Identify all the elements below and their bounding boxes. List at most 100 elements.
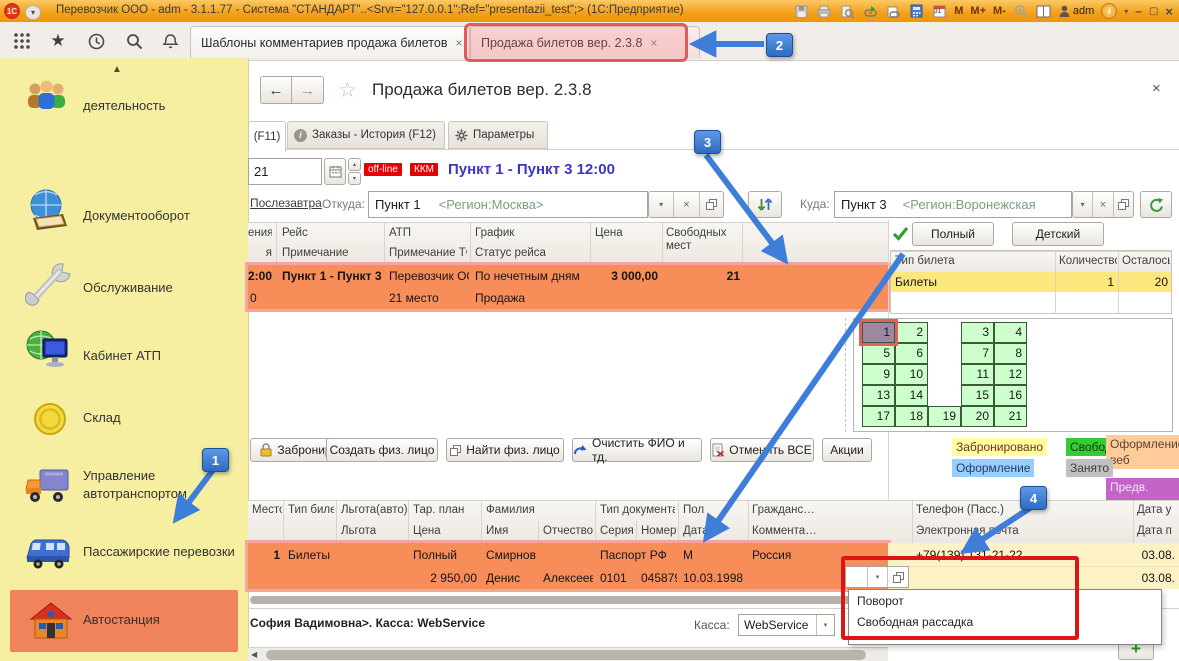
seat-21[interactable]: 21 — [994, 406, 1027, 427]
open-item-icon[interactable] — [1112, 192, 1133, 217]
date-stepper[interactable]: ▴ ▾ — [348, 158, 361, 185]
sidebar-item-bus-station[interactable]: Автостанция — [10, 590, 238, 652]
col-atp[interactable]: АТП — [389, 227, 412, 239]
print-preview-icon[interactable] — [839, 3, 855, 19]
full-ticket-button[interactable]: Полный — [912, 222, 994, 246]
col-free-seats2[interactable]: мест — [666, 240, 692, 252]
apps-menu-icon[interactable] — [10, 30, 34, 52]
seat-13[interactable]: 13 — [862, 385, 895, 406]
col-quantity[interactable]: Количество — [1059, 255, 1117, 267]
col-tariff[interactable]: Тар. план — [413, 504, 465, 516]
seat-2[interactable]: 2 — [895, 322, 928, 343]
open-item-icon[interactable] — [698, 192, 723, 217]
seat-8[interactable]: 8 — [994, 343, 1027, 364]
passenger-row-selected[interactable] — [245, 540, 891, 592]
dropdown-item-free-seating[interactable]: Свободная рассадка — [857, 615, 974, 629]
clear-icon[interactable]: × — [1092, 192, 1112, 217]
refresh-button[interactable] — [1140, 191, 1172, 218]
collapse-panel-icon[interactable]: ▲ — [112, 64, 122, 75]
col-doc-type[interactable]: Тип документа — [600, 504, 675, 516]
col-name[interactable]: Имя — [486, 525, 509, 537]
dropdown-item-rotate[interactable]: Поворот — [857, 594, 904, 608]
window-menu-button[interactable]: ▾ — [25, 5, 41, 20]
tab-orders-history[interactable]: i Заказы - История (F12) — [287, 121, 445, 149]
col-comment[interactable]: Коммента… — [752, 525, 817, 537]
col-note[interactable]: Примечание — [282, 247, 349, 259]
seat-7[interactable]: 7 — [961, 343, 994, 364]
seat-17[interactable]: 17 — [862, 406, 895, 427]
tab-comment-templates[interactable]: Шаблоны комментариев продажа билетов × — [190, 26, 470, 58]
seat-18[interactable]: 18 — [895, 406, 928, 427]
print-icon[interactable] — [816, 3, 832, 19]
sidebar-item-passenger-transport[interactable]: Пассажирские перевозки — [0, 530, 248, 584]
split-window-icon[interactable] — [1036, 3, 1052, 19]
col-price[interactable]: Цена — [595, 227, 623, 239]
col-ticket-type[interactable]: Тип билета — [288, 504, 334, 516]
col-doc-series[interactable]: Серия — [600, 525, 634, 537]
day-after-tomorrow-link[interactable]: Послезавтра — [250, 196, 322, 210]
calculator-icon[interactable] — [908, 3, 924, 19]
splitter-handle[interactable] — [250, 596, 878, 604]
col-trip[interactable]: Рейс — [282, 227, 308, 239]
col-trip-status[interactable]: Статус рейса — [475, 247, 546, 259]
col-doc-number[interactable]: Номер — [641, 525, 676, 537]
maximize-icon[interactable]: ▢ — [1148, 5, 1159, 17]
notifications-bell-icon[interactable] — [158, 30, 182, 52]
clear-fio-button[interactable]: Очистить ФИО и тд. — [572, 436, 702, 464]
step-down-icon[interactable]: ▾ — [348, 172, 361, 185]
cancel-all-button[interactable]: Отменить ВСЕ — [710, 438, 814, 462]
col-price[interactable]: Цена — [413, 525, 441, 537]
col-surname[interactable]: Фамилия — [486, 504, 535, 516]
seat-11[interactable]: 11 — [961, 364, 994, 385]
zoom-icon[interactable] — [1013, 3, 1029, 19]
calendar-icon[interactable]: 31 — [931, 3, 947, 19]
seat-15[interactable]: 15 — [961, 385, 994, 406]
tab-sale-f11[interactable]: (F11) — [248, 121, 286, 152]
current-user[interactable]: adm — [1059, 5, 1094, 17]
horizontal-scrollbar[interactable]: ◀ — [248, 647, 888, 661]
seat-12[interactable]: 12 — [994, 364, 1027, 385]
col-phone[interactable]: Телефон (Пасс.) — [916, 504, 1004, 516]
seat-14[interactable]: 14 — [895, 385, 928, 406]
memory-m-button[interactable]: M — [954, 5, 964, 17]
child-ticket-button[interactable]: Детский — [1012, 222, 1104, 246]
seat-3[interactable]: 3 — [961, 322, 994, 343]
create-person-button[interactable]: Создать физ. лицо — [326, 438, 438, 462]
seat-20[interactable]: 20 — [961, 406, 994, 427]
col-departure[interactable]: ения — [248, 227, 272, 239]
sidebar-item-atp-cabinet[interactable]: Кабинет АТП — [0, 324, 248, 384]
chevron-down-icon[interactable]: ▾ — [1124, 6, 1129, 16]
chevron-down-icon[interactable]: ▾ — [867, 567, 887, 587]
promotions-button[interactable]: Акции — [822, 438, 872, 462]
col-date-arr[interactable]: Дата п — [1137, 525, 1172, 537]
search-icon[interactable] — [122, 30, 146, 52]
col-email[interactable]: Электронная почта — [916, 525, 1019, 537]
seat-9[interactable]: 9 — [862, 364, 895, 385]
sidebar-item-docflow[interactable]: Документооборот — [0, 186, 248, 246]
col-patronymic[interactable]: Отчество — [543, 525, 593, 537]
close-tab-icon[interactable]: × — [650, 35, 658, 50]
clear-icon[interactable]: × — [673, 192, 698, 217]
step-up-icon[interactable]: ▴ — [348, 158, 361, 171]
find-person-button[interactable]: Найти физ. лицо — [446, 438, 564, 462]
col-sex[interactable]: Пол — [683, 504, 705, 516]
col-citizenship[interactable]: Гражданс… — [752, 504, 815, 516]
col-arrival[interactable]: я — [265, 247, 272, 259]
get-link-icon[interactable] — [862, 3, 878, 19]
col-birthdate[interactable]: Дата — [683, 525, 709, 537]
col-remaining[interactable]: Осталось — [1122, 255, 1170, 267]
swap-direction-button[interactable] — [748, 191, 782, 218]
col-schedule[interactable]: График — [475, 227, 515, 239]
sidebar-item-service[interactable]: Обслуживание — [0, 256, 248, 316]
col-benefit[interactable]: Льгота — [341, 525, 377, 537]
seat-19[interactable]: 19 — [928, 406, 961, 427]
scrollbar-thumb[interactable] — [266, 650, 866, 660]
to-combobox[interactable]: Пункт 3 <Регион:Воронежская — [834, 191, 1072, 218]
calendar-picker-button[interactable] — [324, 158, 346, 185]
ticket-type-row[interactable] — [891, 272, 1171, 292]
tab-ticket-sale[interactable]: Продажа билетов вер. 2.3.8 × — [470, 26, 700, 58]
seat-10[interactable]: 10 — [895, 364, 928, 385]
col-ticket-type[interactable]: Тип билета — [895, 255, 955, 267]
minimize-icon[interactable]: – — [1135, 4, 1142, 18]
close-tab-icon[interactable]: × — [455, 35, 463, 50]
